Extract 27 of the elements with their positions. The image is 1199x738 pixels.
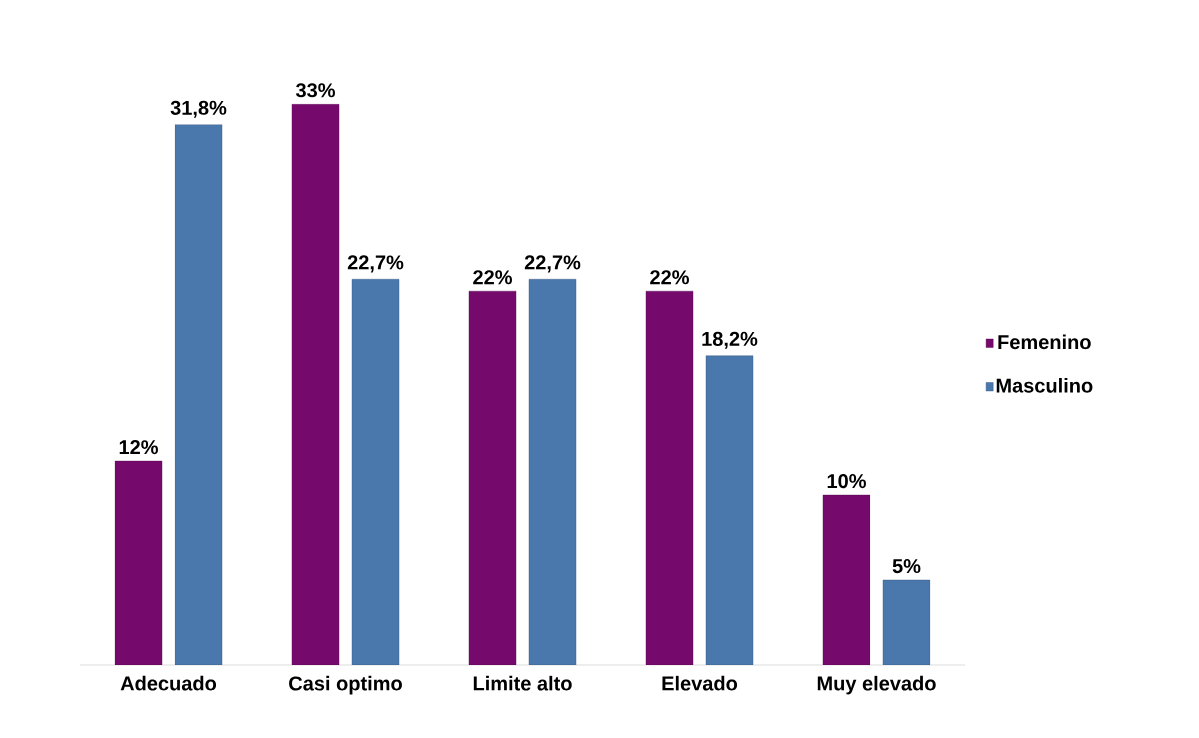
bar — [645, 290, 694, 665]
data-label: 22,7% — [347, 255, 404, 273]
bar — [822, 494, 871, 665]
bar — [705, 355, 754, 665]
x-tick-label: Casi optimo — [289, 675, 402, 695]
bar — [468, 290, 517, 665]
bar — [351, 279, 400, 665]
data-label: 33% — [295, 83, 335, 98]
data-label: 22% — [650, 270, 689, 285]
data-label: 18,2% — [702, 331, 758, 349]
data-label: 10% — [827, 474, 866, 489]
data-label: 31,8% — [170, 100, 227, 118]
legend-label: Femenino — [998, 334, 1091, 350]
x-tick-label: Limite alto — [473, 675, 572, 691]
data-label: 22,7% — [524, 255, 581, 273]
bar — [114, 460, 163, 665]
x-tick-label: Adecuado — [120, 675, 217, 691]
x-tick-label: Elevado — [662, 675, 738, 691]
bar — [174, 124, 223, 665]
bar — [291, 104, 340, 665]
data-label: 12% — [119, 440, 158, 455]
bar — [882, 579, 931, 665]
data-label: 22% — [473, 270, 512, 285]
legend-label: Masculino — [996, 377, 1093, 393]
data-label: 5% — [892, 559, 921, 574]
x-tick-label: Muy elevado — [817, 675, 936, 695]
bar — [528, 279, 577, 665]
